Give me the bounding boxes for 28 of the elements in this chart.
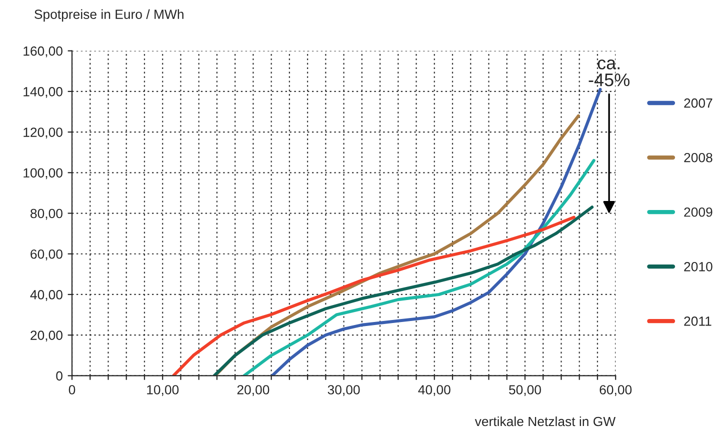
x-axis-title: vertikale Netzlast in GW [474,416,616,426]
legend-label: 2007 [684,98,712,108]
y-tick-label: 80,00 [30,208,62,220]
y-axis-title: Spotpreise in Euro / MWh [34,9,184,22]
legend-label: 2009 [684,207,712,217]
legend-label: 2008 [684,152,712,162]
line-series [212,206,594,376]
y-tick-label: 20,00 [30,330,62,342]
y-tick-label: 40,00 [30,290,62,301]
y-tick-label: 160,00 [24,46,62,58]
y-tick-label: 100,00 [24,168,62,180]
y-tick-label: 140,00 [24,87,62,98]
legend-label: 2011 [684,316,712,326]
x-tick-label: 50,00 [509,385,541,396]
annotation: ca. -45% [588,60,630,86]
legend-label: 2010 [684,262,712,272]
x-tick-label: 20,00 [237,385,270,396]
y-tick-label: 0 [56,371,62,381]
line-series [242,158,596,376]
y-tick-label: 60,00 [30,249,62,260]
line-series [172,216,576,376]
x-tick-label: 40,00 [418,385,450,396]
y-tick-label: 120,00 [24,128,62,139]
x-tick-label: 30,00 [328,385,360,396]
x-tick-label: 0 [68,385,76,394]
x-tick-label: 10,00 [147,385,179,396]
line-series [270,88,602,376]
x-tick-label: 60,00 [600,385,632,396]
